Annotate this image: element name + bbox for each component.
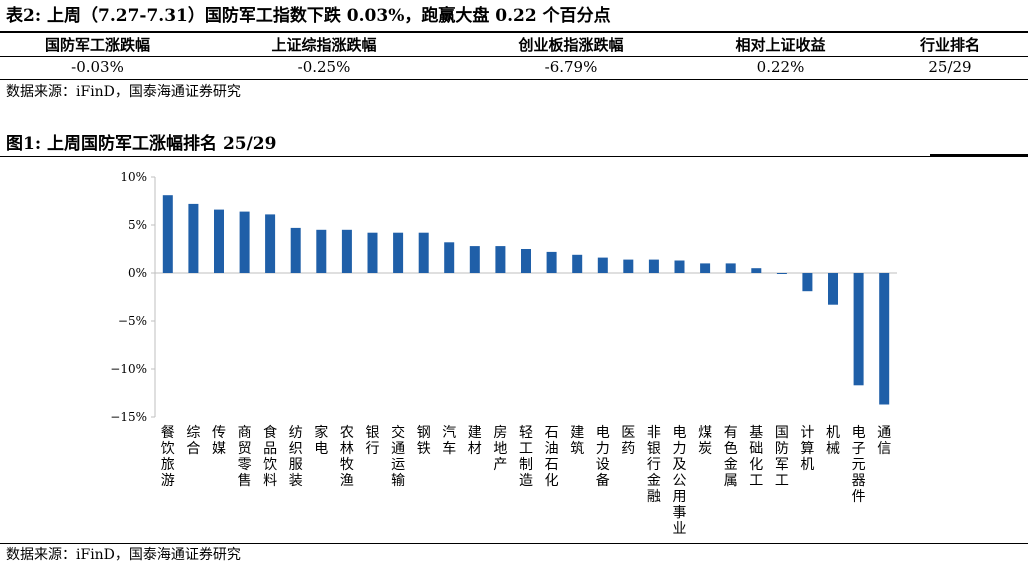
category-label: 汽车 <box>442 425 456 457</box>
category-label: 纺织服装 <box>289 425 303 489</box>
y-tick-label: −5% <box>118 314 147 328</box>
chart-caption-rule-accent <box>930 154 1028 157</box>
header-industry-rank: 行业排名 <box>919 36 980 54</box>
category-label: 石油石化 <box>545 425 559 489</box>
value-industry-rank: 25/29 <box>928 58 972 76</box>
category-label: 交通运输 <box>391 424 405 489</box>
bar-25 <box>776 273 787 274</box>
category-label: 农林牧渔 <box>340 425 354 489</box>
category-label: 综合 <box>186 425 200 457</box>
bar-4 <box>239 211 250 273</box>
bar-21 <box>674 260 685 273</box>
table-source-note: 数据来源：iFinD，国泰海通证券研究 <box>6 84 241 100</box>
category-label: 银行 <box>366 425 380 457</box>
bar-chart: 10% 5% 0% −5% −10% −15% 餐饮旅游综合传媒商贸零售食品饮料纺织服装家… <box>110 170 897 537</box>
bar-1 <box>162 195 173 273</box>
table-caption: 表2: 上周（7.27-7.31）国防军工指数下跌 0.03%，跑赢大盘 0.2… <box>6 6 611 26</box>
bar-15 <box>521 249 531 273</box>
category-label: 煤炭 <box>698 425 712 457</box>
bar-17 <box>572 254 583 273</box>
header-relative-return: 相对上证收益 <box>735 36 826 54</box>
bar-14 <box>495 246 506 273</box>
category-label: 餐饮旅游 <box>161 425 175 489</box>
chart-y-ticks: 10% 5% 0% −5% −10% −15% <box>110 170 155 424</box>
header-shanghai-change: 上证综指涨跌幅 <box>271 36 377 54</box>
bar-16 <box>546 251 557 273</box>
category-label: 非银行金融 <box>647 425 661 505</box>
category-label: 医药 <box>621 425 635 457</box>
category-label: 钢铁 <box>417 425 431 457</box>
table-top-rule <box>0 31 1028 33</box>
category-label: 商贸零售 <box>238 425 252 489</box>
bar-2 <box>188 203 199 273</box>
value-defense-change: -0.03% <box>71 58 124 76</box>
chart-axes <box>154 177 897 417</box>
bar-22 <box>700 263 711 273</box>
category-label: 家电 <box>314 424 328 457</box>
bar-9 <box>367 232 378 273</box>
bar-7 <box>316 229 327 273</box>
category-label: 有色金属 <box>724 425 738 489</box>
y-tick-label: −15% <box>110 410 147 424</box>
category-label: 电力及公用事业 <box>673 425 687 537</box>
bar-10 <box>393 232 404 273</box>
chart-bottom-rule <box>0 543 1028 544</box>
bar-11 <box>418 232 429 273</box>
bar-6 <box>290 227 301 273</box>
bar-3 <box>214 209 224 273</box>
chart-caption-rule <box>0 156 930 157</box>
y-tick-label: 10% <box>120 170 147 184</box>
bar-18 <box>597 257 608 273</box>
category-label: 食品饮料 <box>263 424 277 489</box>
bar-19 <box>623 259 634 273</box>
bar-28 <box>853 273 864 386</box>
bar-26 <box>802 273 813 292</box>
bar-5 <box>265 214 276 273</box>
y-tick-label: −10% <box>110 362 147 376</box>
bar-8 <box>341 229 352 273</box>
bar-13 <box>469 246 480 273</box>
category-label: 国防军工 <box>775 425 789 489</box>
table-header-row: 国防军工涨跌幅 上证综指涨跌幅 创业板指涨跌幅 相对上证收益 行业排名 <box>0 35 1028 55</box>
y-tick-label: 5% <box>128 218 147 232</box>
table-header-separator <box>0 56 1028 57</box>
category-label: 通信 <box>877 425 891 457</box>
chart-category-labels: 餐饮旅游综合传媒商贸零售食品饮料纺织服装家电农林牧渔银行交通运输钢铁汽车建材房地… <box>161 424 891 537</box>
bar-12 <box>444 242 455 273</box>
value-chinext-change: -6.79% <box>544 58 598 76</box>
bar-24 <box>751 268 762 273</box>
value-relative-return: 0.22% <box>756 58 805 76</box>
bar-29 <box>879 273 890 405</box>
table-bottom-rule <box>0 79 1028 80</box>
chart-source-note: 数据来源：iFinD，国泰海通证券研究 <box>6 547 241 563</box>
bar-27 <box>828 273 838 305</box>
category-label: 机械 <box>826 425 840 457</box>
category-label: 建材 <box>468 425 482 457</box>
category-label: 电子元器件 <box>852 425 866 505</box>
category-label: 房地产 <box>493 425 507 473</box>
chart-caption: 图1: 上周国防军工涨幅排名 25/29 <box>6 134 277 154</box>
bar-20 <box>648 259 659 273</box>
chart-bars <box>162 195 890 405</box>
bar-23 <box>725 263 736 273</box>
category-label: 建筑 <box>570 425 584 457</box>
table-row: -0.03% -0.25% -6.79% 0.22% 25/29 <box>0 57 1028 77</box>
y-tick-label: 0% <box>128 266 147 280</box>
category-label: 传媒 <box>212 425 226 457</box>
category-label: 基础化工 <box>749 424 763 489</box>
category-label: 计算机 <box>800 425 814 473</box>
category-label: 电力设备 <box>596 425 610 489</box>
value-shanghai-change: -0.25% <box>297 58 351 76</box>
category-label: 轻工制造 <box>519 425 533 489</box>
header-chinext-change: 创业板指涨跌幅 <box>518 36 624 54</box>
header-defense-change: 国防军工涨跌幅 <box>44 36 150 54</box>
